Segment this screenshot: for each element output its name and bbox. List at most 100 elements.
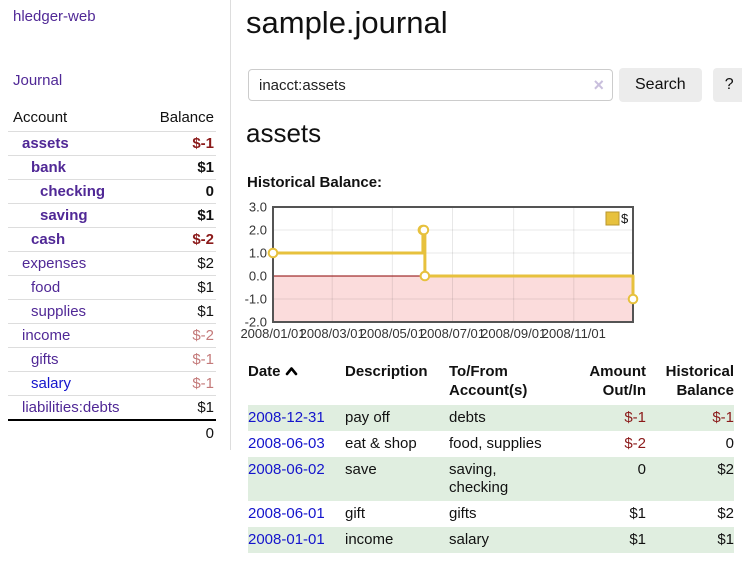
account-row: assets $-1: [8, 131, 216, 155]
account-row: checking 0: [8, 179, 216, 203]
transaction-accounts: saving, checking: [449, 457, 561, 501]
account-balance: 0: [205, 183, 214, 200]
transaction-amount: $-2: [624, 435, 646, 452]
clear-search-icon[interactable]: ×: [593, 75, 604, 95]
accounts-table: Account Balance assets $-1 bank $1 check…: [8, 105, 216, 446]
sidebar: hledger-web Journal Account Balance asse…: [0, 0, 231, 450]
transaction-row[interactable]: 2008-01-01 income salary $1 $1: [248, 527, 734, 553]
search-input[interactable]: [248, 69, 613, 101]
transaction-balance: $1: [646, 527, 734, 553]
account-balance: $-2: [192, 327, 214, 344]
transaction-amount: 0: [561, 457, 646, 501]
account-row: gifts $-1: [8, 347, 216, 371]
svg-text:2008/03/01: 2008/03/01: [300, 326, 365, 341]
account-link[interactable]: income: [22, 327, 71, 344]
account-heading: assets: [246, 118, 322, 148]
transaction-row[interactable]: 2008-06-03 eat & shop food, supplies $-2…: [248, 431, 734, 457]
account-balance: $1: [197, 279, 214, 296]
svg-text:2008/11/01: 2008/11/01: [542, 326, 606, 341]
account-row: food $1: [8, 275, 216, 299]
svg-text:0.0: 0.0: [249, 269, 267, 284]
transaction-date-link[interactable]: 2008-06-02: [248, 461, 325, 478]
amount-column-header: Amount Out/In: [589, 363, 646, 399]
transaction-description: pay off: [345, 405, 449, 431]
description-column-header: Description: [345, 363, 428, 380]
transaction-balance: $2: [717, 505, 734, 522]
svg-text:-1.0: -1.0: [245, 292, 267, 307]
svg-text:2008/07/01: 2008/07/01: [420, 326, 485, 341]
to-from-column-header: To/From Account(s): [449, 363, 528, 399]
svg-text:2008/01/01: 2008/01/01: [240, 326, 305, 341]
transaction-date-link[interactable]: 2008-12-31: [248, 409, 325, 426]
account-link[interactable]: food: [31, 279, 61, 296]
account-balance: $-1: [192, 351, 214, 368]
transaction-date-link[interactable]: 2008-06-03: [248, 435, 325, 452]
svg-text:$: $: [621, 211, 629, 226]
brand-link[interactable]: hledger-web: [13, 8, 96, 25]
transaction-description: eat & shop: [345, 435, 417, 452]
help-button[interactable]: ?: [712, 68, 742, 102]
account-link[interactable]: checking: [40, 183, 106, 200]
account-link[interactable]: liabilities:debts: [22, 399, 120, 416]
svg-text:2008/05/01: 2008/05/01: [360, 326, 425, 341]
sort-ascending-icon: [285, 362, 298, 381]
svg-text:-2.0: -2.0: [245, 315, 267, 330]
transaction-description: income: [345, 527, 449, 553]
register-table: Date Description To/From Account(s) Amou…: [248, 360, 734, 553]
account-balance: $2: [197, 255, 214, 272]
accounts-total-value: 0: [205, 425, 214, 442]
chart-title: Historical Balance:: [247, 174, 383, 191]
account-row: expenses $2: [8, 251, 216, 275]
account-row: bank $1: [8, 155, 216, 179]
transaction-row[interactable]: 2008-06-01 gift gifts $1 $2: [248, 501, 734, 527]
transaction-balance: $2: [646, 457, 734, 501]
svg-text:1.0: 1.0: [249, 246, 267, 261]
svg-text:2008/09/01: 2008/09/01: [481, 326, 546, 341]
accounts-table-header: Account Balance: [8, 105, 216, 131]
account-row: supplies $1: [8, 299, 216, 323]
transaction-amount: $1: [561, 527, 646, 553]
date-column-header[interactable]: Date: [248, 360, 345, 405]
account-row: saving $1: [8, 203, 216, 227]
transaction-balance: $-1: [646, 405, 734, 431]
account-balance: $-1: [192, 135, 214, 152]
historical-balance-chart: $3.0 2.0 1.0 0.0 -1.0 -2.02008/01/012008/03/0…: [240, 200, 639, 341]
date-column-label: Date: [248, 363, 281, 380]
accounts-total-row: 0: [8, 419, 216, 446]
account-balance: $-1: [192, 375, 214, 392]
account-column-header: Account: [13, 109, 68, 126]
account-row: income $-2: [8, 323, 216, 347]
register-header-row: Date Description To/From Account(s) Amou…: [248, 360, 734, 405]
transaction-balance: 0: [725, 435, 734, 452]
transaction-row[interactable]: 2008-12-31 pay off debts $-1 $-1: [248, 405, 734, 431]
account-link[interactable]: cash: [31, 231, 66, 248]
search-button[interactable]: Search: [619, 68, 702, 102]
account-link[interactable]: bank: [31, 159, 67, 176]
account-link[interactable]: assets: [22, 135, 69, 152]
transaction-accounts: food, supplies: [449, 435, 542, 452]
transaction-row[interactable]: 2008-06-02 save saving, checking 0 $2: [248, 457, 734, 501]
transaction-description: save: [345, 457, 449, 501]
transaction-amount: $-1: [561, 405, 646, 431]
account-balance: $1: [197, 399, 214, 416]
page-title: sample.journal: [246, 5, 448, 40]
svg-text:3.0: 3.0: [249, 200, 267, 215]
svg-text:2.0: 2.0: [249, 223, 267, 238]
transaction-accounts: salary: [449, 527, 561, 553]
sidebar-item-journal[interactable]: Journal: [13, 72, 63, 89]
balance-column-header: Balance: [159, 109, 214, 126]
account-row: liabilities:debts $1: [8, 395, 216, 419]
transaction-date-link[interactable]: 2008-01-01: [248, 531, 325, 548]
account-link[interactable]: expenses: [22, 255, 87, 272]
chart-container: $3.0 2.0 1.0 0.0 -1.0 -2.0 2008/01/01 2008/03/0…: [240, 200, 700, 348]
transaction-description: gift: [345, 505, 366, 522]
account-link[interactable]: gifts: [31, 351, 59, 368]
balance-column-header-register: Historical Balance: [665, 363, 734, 399]
account-balance: $1: [197, 207, 214, 224]
account-link[interactable]: supplies: [31, 303, 87, 320]
account-link[interactable]: saving: [40, 207, 88, 224]
transaction-accounts: debts: [449, 405, 561, 431]
account-row: salary $-1: [8, 371, 216, 395]
account-link[interactable]: salary: [31, 375, 72, 392]
transaction-date-link[interactable]: 2008-06-01: [248, 505, 325, 522]
